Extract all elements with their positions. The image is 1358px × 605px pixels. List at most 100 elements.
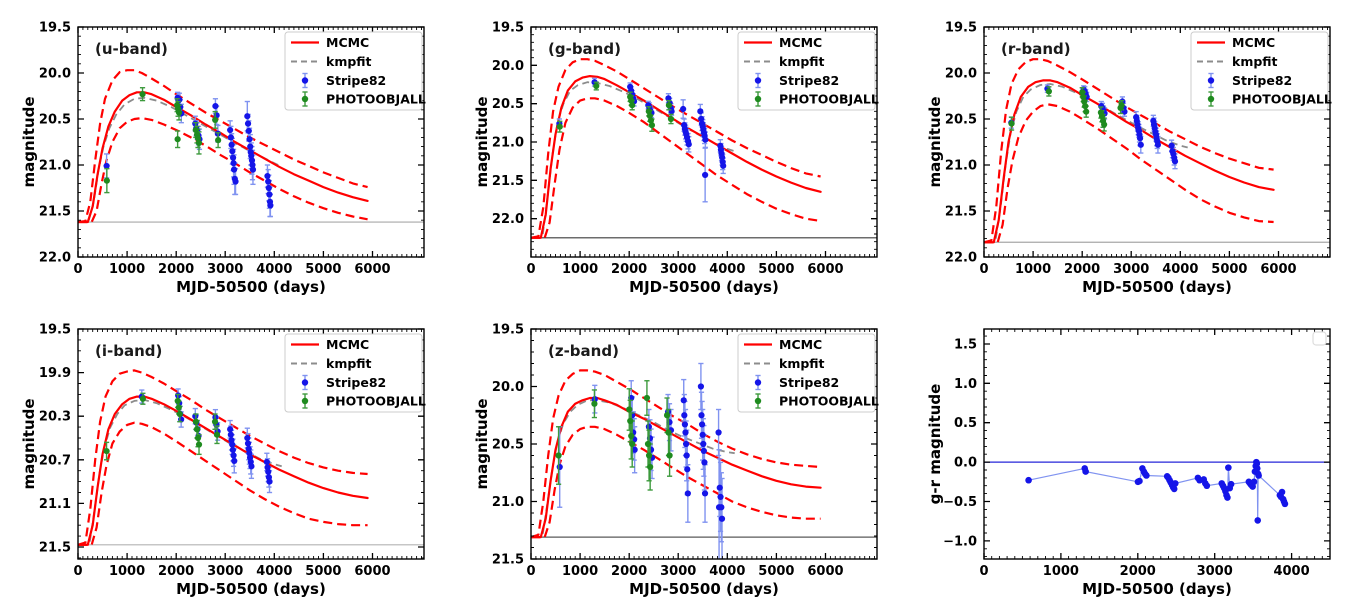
photoobjall-points-marker [1081,98,1088,105]
stripe82-points-marker [1171,158,1179,165]
y-tick-label: 21.5 [492,174,524,189]
panel-g-band: 0 1000 2000 3000 4000 5000 6000 19.5 20.0 20.5 21.… [453,0,906,302]
x-axis-label: MJD-50500 (days) [1082,278,1232,296]
mcmc-upper-envelope [531,369,821,539]
x-axis-label: MJD-50500 (days) [176,278,326,296]
g-minus-r-chart: 0 1000 2000 3000 4000 1.5 1.0 0.5 0.0 −0.5 −1.0 MJD… [926,328,1331,598]
x-tick-label: 0 [526,262,535,277]
y-tick-label: 20.7 [39,453,71,468]
x-tick-label: 6000 [1260,262,1296,277]
y-tick-label: 22.0 [492,212,524,227]
y-axis-label: magnitude [20,96,38,187]
g-minus-r-marker [1082,468,1089,475]
x-tick-label: 1000 [109,564,145,579]
x-tick-labels: 0 1000 2000 3000 4000 5000 6000 [73,262,390,277]
x-tick-label: 4000 [256,262,292,277]
x-tick-label: 5000 [758,564,794,579]
y-axis-label: magnitude [20,398,38,489]
photoobjall-points-marker [665,429,672,436]
stripe82-points-marker [719,154,726,161]
stripe82-points-marker [246,136,253,143]
x-axis-label: MJD-50500 (days) [1082,580,1232,598]
photoobjall-points-marker [1080,93,1087,101]
y-tick-label: 21.0 [492,495,524,510]
y-tick-labels: 19.5 20.0 20.5 21.0 21.5 22.0 [945,21,977,266]
photoobjall-points-marker [645,452,653,459]
kmpfit-curve [541,81,735,235]
legend-box [737,333,876,413]
photoobjall-points-marker [556,123,563,130]
photoobjall-points-marker [195,139,203,147]
photoobjall-points-marker [175,109,183,116]
stripe82-points-marker [700,440,707,448]
plot-border [983,26,1331,258]
plot-border [983,328,1331,560]
minor-ticks [984,27,1330,257]
legend-label-mcmc: MCMC [779,337,822,352]
stripe82-points-marker [227,126,234,134]
g-minus-r-marker [1278,488,1286,496]
legend-label-stripe82: Stripe82 [326,375,386,390]
legend-box [737,31,876,111]
empty-legend-box [1312,331,1327,346]
stripe82-points-marker [1154,141,1162,148]
x-tick-label: 0 [526,564,535,579]
x-tick-label: 3000 [1113,262,1149,277]
stripe82-points [103,91,274,218]
g-minus-r-marker [1250,478,1258,486]
y-tick-label: 21.5 [39,205,71,220]
stripe82-points-marker [244,120,252,127]
stripe82-points-marker [231,457,238,464]
x-axis-label: MJD-50500 (days) [629,278,779,296]
y-tick-label: 20.0 [945,67,977,82]
x-tick-labels: 0 1000 2000 3000 4000 5000 6000 [979,262,1296,277]
y-tick-label: 20.0 [492,380,524,395]
stripe82-points-marker [1168,142,1175,149]
stripe82-points-marker [645,423,652,430]
stripe82-points-marker [680,397,687,404]
minor-ticks [531,329,877,559]
x-tick-label: 4000 [709,564,745,579]
legend-photoobjall-marker [754,397,762,405]
g-minus-r-marker [1281,500,1289,508]
photoobjall-points-marker [1079,89,1086,96]
stripe82-points-marker [229,154,237,161]
x-tick-label: 0 [73,262,82,277]
y-tick-label: 20.5 [945,113,977,128]
z-band-chart: 0 1000 2000 3000 4000 5000 6000 19.5 20.0 20.5 21.… [473,323,879,599]
photoobjall-points-marker [593,82,600,90]
x-tick-labels: 0 1000 2000 3000 4000 5000 6000 [73,564,390,579]
kmpfit-curve [88,399,282,542]
y-tick-label: 22.0 [945,251,977,266]
photoobjall-points-marker [1008,120,1015,127]
mcmc-curve [531,396,822,539]
x-tick-label: 3000 [660,262,696,277]
photoobjall-points-marker [195,441,203,448]
stripe82-points-marker [248,463,255,470]
photoobjall-points-marker [1083,108,1090,115]
y-tick-label: 21.0 [945,159,977,174]
y-tick-label: 22.0 [39,251,71,266]
g-minus-r-marker [1227,480,1235,488]
x-tick-label: 1000 [562,262,598,277]
stripe82-points-marker [684,490,691,497]
photoobjall-points-marker [213,431,221,438]
stripe82-points-marker [245,127,252,135]
y-tick-label: 20.0 [492,59,524,74]
photoobjall-points-marker [212,116,219,124]
stripe82-points-marker [227,431,234,438]
legend-label-stripe82: Stripe82 [779,73,839,88]
legend: MCMC kmpfit Stripe82 PHOTOOBJALL [284,31,426,111]
stripe82-points-marker [232,178,239,185]
photoobjall-points-marker [626,406,633,413]
panel-title: (u-band) [95,40,168,58]
photoobjall-points-marker [215,137,222,144]
mcmc-lower-envelope [78,117,368,224]
stripe82-points-marker [716,484,723,491]
mcmc-lower-envelope [78,421,368,546]
stripe82-points-marker [249,161,256,169]
y-tick-label: 21.1 [39,497,71,512]
photoobjall-points-marker [665,102,673,109]
g-minus-r-marker [1170,485,1178,493]
mcmc-upper-envelope [531,58,821,239]
